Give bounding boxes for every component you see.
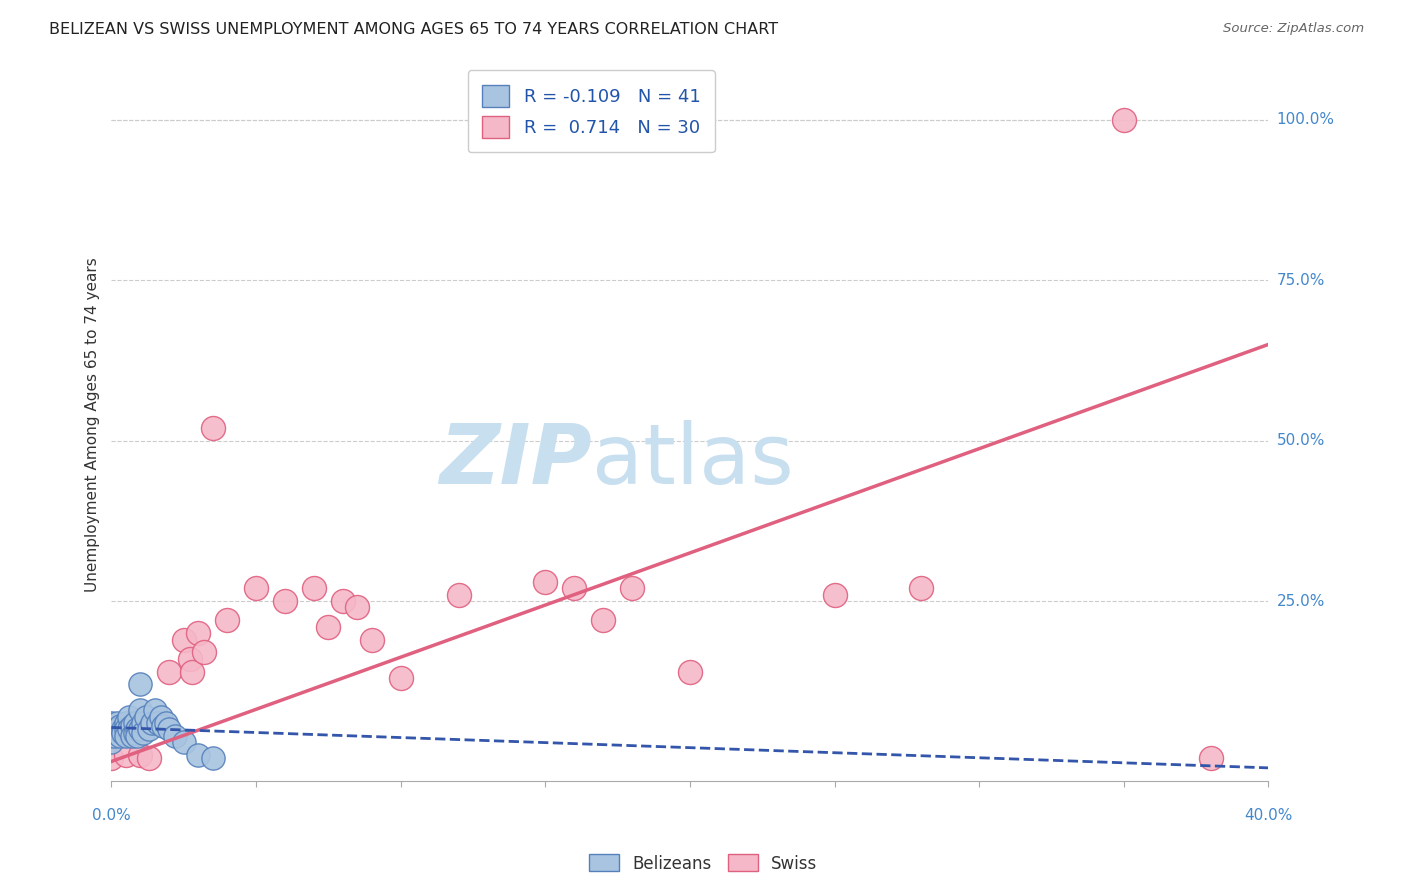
Point xyxy=(115,715,138,730)
Point xyxy=(217,613,239,627)
Point xyxy=(173,735,195,749)
Point xyxy=(121,729,143,743)
Point xyxy=(274,594,297,608)
Point xyxy=(115,723,138,737)
Point xyxy=(118,723,141,737)
Point xyxy=(100,735,122,749)
Point xyxy=(152,719,174,733)
Point xyxy=(447,588,470,602)
Text: 100.0%: 100.0% xyxy=(1277,112,1334,128)
Point xyxy=(1199,751,1222,765)
Point xyxy=(143,703,166,717)
Point xyxy=(157,665,180,679)
Point xyxy=(173,632,195,647)
Point xyxy=(100,715,122,730)
Point xyxy=(132,725,155,739)
Point xyxy=(115,729,138,743)
Point xyxy=(346,600,368,615)
Point xyxy=(1112,112,1135,127)
Point xyxy=(111,725,134,739)
Point xyxy=(155,715,177,730)
Point xyxy=(105,723,128,737)
Point xyxy=(129,747,152,762)
Point xyxy=(105,715,128,730)
Point xyxy=(108,729,131,743)
Text: atlas: atlas xyxy=(592,420,793,500)
Point xyxy=(318,620,340,634)
Point xyxy=(193,645,215,659)
Point xyxy=(100,729,122,743)
Point xyxy=(534,574,557,589)
Point xyxy=(103,723,125,737)
Point xyxy=(187,626,209,640)
Point xyxy=(181,665,204,679)
Point xyxy=(124,725,146,739)
Point xyxy=(100,751,122,765)
Point xyxy=(138,723,160,737)
Text: 40.0%: 40.0% xyxy=(1244,808,1292,823)
Text: 75.0%: 75.0% xyxy=(1277,273,1324,288)
Point xyxy=(157,723,180,737)
Text: 50.0%: 50.0% xyxy=(1277,434,1324,448)
Legend: R = -0.109   N = 41, R =  0.714   N = 30: R = -0.109 N = 41, R = 0.714 N = 30 xyxy=(468,70,714,153)
Point xyxy=(149,709,172,723)
Point xyxy=(146,715,169,730)
Point xyxy=(121,719,143,733)
Point xyxy=(187,747,209,762)
Point xyxy=(127,729,149,743)
Point xyxy=(108,719,131,733)
Point xyxy=(111,723,134,737)
Point xyxy=(910,581,932,595)
Point xyxy=(129,677,152,691)
Point xyxy=(115,747,138,762)
Y-axis label: Unemployment Among Ages 65 to 74 years: Unemployment Among Ages 65 to 74 years xyxy=(86,257,100,592)
Point xyxy=(245,581,267,595)
Point xyxy=(129,723,152,737)
Point xyxy=(201,751,224,765)
Text: Source: ZipAtlas.com: Source: ZipAtlas.com xyxy=(1223,22,1364,36)
Point xyxy=(135,709,157,723)
Point xyxy=(389,671,412,685)
Point xyxy=(332,594,354,608)
Point xyxy=(201,421,224,435)
Point xyxy=(592,613,614,627)
Point xyxy=(621,581,644,595)
Point xyxy=(163,729,186,743)
Legend: Belizeans, Swiss: Belizeans, Swiss xyxy=(582,847,824,880)
Text: 0.0%: 0.0% xyxy=(91,808,131,823)
Point xyxy=(129,703,152,717)
Point xyxy=(124,715,146,730)
Point xyxy=(679,665,702,679)
Text: ZIP: ZIP xyxy=(439,420,592,500)
Point xyxy=(103,729,125,743)
Point xyxy=(302,581,325,595)
Point xyxy=(824,588,846,602)
Point xyxy=(132,715,155,730)
Point xyxy=(360,632,382,647)
Point xyxy=(141,715,163,730)
Point xyxy=(100,723,122,737)
Point xyxy=(179,652,201,666)
Point xyxy=(118,709,141,723)
Point xyxy=(562,581,585,595)
Point xyxy=(138,751,160,765)
Text: 25.0%: 25.0% xyxy=(1277,593,1324,608)
Text: BELIZEAN VS SWISS UNEMPLOYMENT AMONG AGES 65 TO 74 YEARS CORRELATION CHART: BELIZEAN VS SWISS UNEMPLOYMENT AMONG AGE… xyxy=(49,22,779,37)
Point xyxy=(127,723,149,737)
